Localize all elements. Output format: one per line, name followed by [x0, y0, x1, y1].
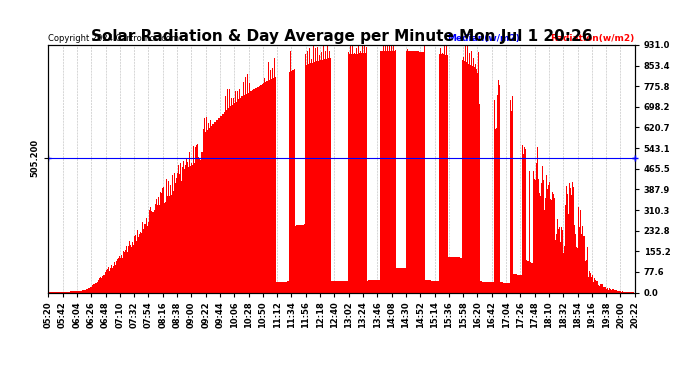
Text: Copyright 2024 Cartronics.com: Copyright 2024 Cartronics.com [48, 33, 179, 42]
Title: Solar Radiation & Day Average per Minute Mon Jul 1 20:26: Solar Radiation & Day Average per Minute… [91, 29, 592, 44]
Text: Radiation(w/m2): Radiation(w/m2) [550, 33, 634, 42]
Text: Median(w/m2): Median(w/m2) [447, 33, 520, 42]
